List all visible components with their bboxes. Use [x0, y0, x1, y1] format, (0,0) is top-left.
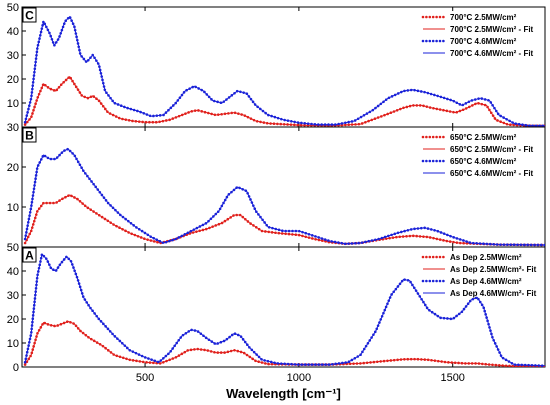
legend-item: 650°C 2.5MW/cm² [421, 133, 517, 142]
legend-label: 700°C 2.5MW/cm² [450, 13, 517, 22]
legend: As Dep 2.5MW/cm² As Dep 2.5MW/cm²- Fit As … [421, 253, 537, 298]
panel-frame [21, 246, 546, 368]
y-tick-label: 0 [13, 362, 19, 374]
svg-text:B: B [25, 129, 34, 143]
data-points-line [23, 252, 545, 367]
x-axis-label: Wavelength [cm⁻¹] [226, 386, 341, 401]
legend-label: 700°C 4.6MW/cm² [450, 37, 517, 46]
legend-item: 700°C 2.5MW/cm² [421, 13, 517, 22]
legend-label: 650°C 4.6MW/cm² [450, 157, 517, 166]
legend-label: 650°C 2.5MW/cm² [450, 133, 517, 142]
y-tick-label: 20 [7, 74, 19, 86]
data-points-line [23, 15, 545, 127]
fit-line [24, 194, 545, 246]
y-tick-label: 40 [7, 266, 19, 278]
y-tick-label: 30 [7, 290, 19, 302]
y-tick-label: 50 [7, 242, 19, 254]
panel-b: 10 20 50 B 650°C 2.5MW/cm² 650°C 2.5MW/cm² - … [7, 126, 546, 254]
legend-label: As Dep 2.5MW/cm² [450, 253, 522, 262]
legend-label: 650°C 2.5MW/cm² - Fit [450, 145, 534, 154]
y-tick-label: 20 [7, 314, 19, 326]
legend-item: 700°C 4.6MW/cm² - Fit [423, 49, 534, 58]
legend-label: 700°C 4.6MW/cm² - Fit [450, 49, 534, 58]
legend-item: As Dep 2.5MW/cm² [421, 253, 522, 262]
series-group [23, 15, 545, 127]
y-tick-label: 50 [7, 2, 19, 14]
x-tick-label: 500 [136, 372, 154, 384]
fit-line [24, 320, 545, 367]
legend-label: As Dep 2.5MW/cm²- Fit [450, 265, 537, 274]
y-tick-label: 10 [7, 338, 19, 350]
legend: 700°C 2.5MW/cm² 700°C 2.5MW/cm² - Fit 700°… [421, 13, 534, 58]
series-group [23, 147, 545, 247]
data-points-line [23, 147, 545, 247]
legend-item: 650°C 4.6MW/cm² [421, 157, 517, 166]
data-points-line [23, 320, 545, 367]
y-tick-label: 20 [7, 162, 19, 174]
legend-item: 700°C 2.5MW/cm² - Fit [423, 25, 534, 34]
legend-label: As Dep 4.6MW/cm² [450, 277, 522, 286]
y-tick-label: 30 [7, 122, 19, 134]
legend-label: 650°C 4.6MW/cm² - Fit [450, 169, 534, 178]
y-tick-label: 30 [7, 50, 19, 62]
legend: 650°C 2.5MW/cm² 650°C 2.5MW/cm² - Fit 650°… [421, 133, 534, 178]
panel-label: C [22, 7, 37, 23]
svg-text:A: A [25, 249, 34, 263]
legend-item: As Dep 2.5MW/cm²- Fit [423, 265, 537, 274]
legend-item: As Dep 4.6MW/cm²- Fit [423, 289, 537, 298]
y-tick-label: 10 [7, 202, 19, 214]
legend-item: 700°C 4.6MW/cm² [421, 37, 517, 46]
legend-label: As Dep 4.6MW/cm²- Fit [450, 289, 537, 298]
panel-label: B [22, 127, 37, 143]
panel-label: A [22, 247, 37, 263]
series-group [23, 252, 545, 367]
x-tick-label: 1500 [440, 372, 464, 384]
legend-item: 650°C 4.6MW/cm² - Fit [423, 169, 534, 178]
y-tick-label: 40 [7, 26, 19, 38]
legend-item: As Dep 4.6MW/cm² [421, 277, 522, 286]
legend-label: 700°C 2.5MW/cm² - Fit [450, 25, 534, 34]
x-tick-label: 1000 [287, 372, 311, 384]
data-points-line [23, 75, 545, 127]
legend-item: 650°C 2.5MW/cm² - Fit [423, 145, 534, 154]
svg-text:C: C [25, 9, 34, 23]
y-tick-label: 10 [7, 98, 19, 110]
data-points-line [23, 193, 545, 247]
